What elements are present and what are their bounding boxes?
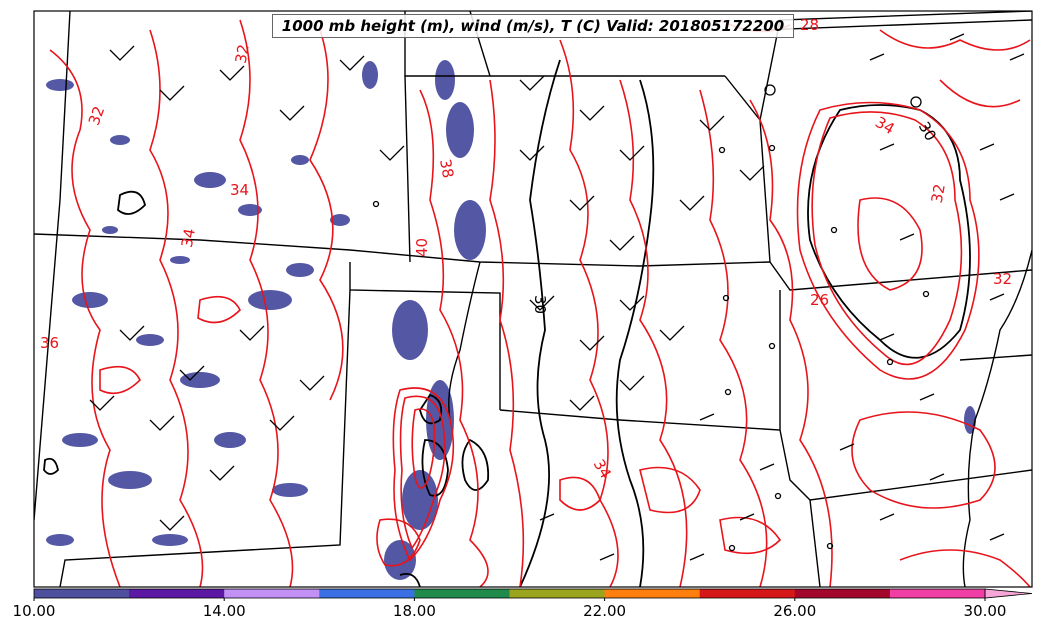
colorbar-segment xyxy=(794,589,891,598)
colorbar-outline xyxy=(33,588,986,599)
colorbar-tick-label: 26.00 xyxy=(773,602,817,620)
map-title: 1000 mb height (m), wind (m/s), T (C) Va… xyxy=(272,14,794,38)
contour-label: 32 xyxy=(928,183,949,205)
contour-label: 40 xyxy=(413,238,431,257)
contour-label: 26 xyxy=(810,291,829,309)
colorbar-segment xyxy=(604,589,701,598)
wind-barbs xyxy=(89,33,1025,561)
plot-frame xyxy=(33,10,1033,588)
colorbar-tick-label: 10.00 xyxy=(12,602,56,620)
calm-markers xyxy=(372,84,930,552)
colorbar-tick-label: 22.00 xyxy=(583,602,627,620)
colorbar-segment xyxy=(129,589,225,598)
contour-label: 30 xyxy=(531,295,549,314)
temperature-contours xyxy=(49,19,1031,587)
contour-label: 28 xyxy=(800,16,819,34)
colorbar xyxy=(33,588,1033,601)
contour-label: 34 xyxy=(178,227,199,249)
contour-label: 32 xyxy=(85,104,108,128)
state-borders xyxy=(34,11,1032,587)
colorbar-tick-label: 14.00 xyxy=(202,602,246,620)
contour-label: 36 xyxy=(40,334,59,352)
colorbar-segment xyxy=(34,589,130,598)
contour-label: 34 xyxy=(230,181,249,199)
colorbar-segment xyxy=(509,589,606,598)
contour-label: 32 xyxy=(993,270,1012,288)
colorbar-extend-arrow xyxy=(984,588,1033,599)
plot-area xyxy=(34,11,1032,587)
colorbar-segment xyxy=(224,589,320,598)
colorbar-segment xyxy=(889,589,986,598)
colorbar-segment xyxy=(319,589,415,598)
contour-label: 32 xyxy=(232,43,253,65)
colorbar-tick-label: 18.00 xyxy=(392,602,436,620)
shaded-field xyxy=(46,60,976,580)
contour-label: 38 xyxy=(436,158,457,180)
colorbar-segment xyxy=(414,589,510,598)
colorbar-segment xyxy=(699,589,796,598)
colorbar-tick-label: 30.00 xyxy=(963,602,1007,620)
